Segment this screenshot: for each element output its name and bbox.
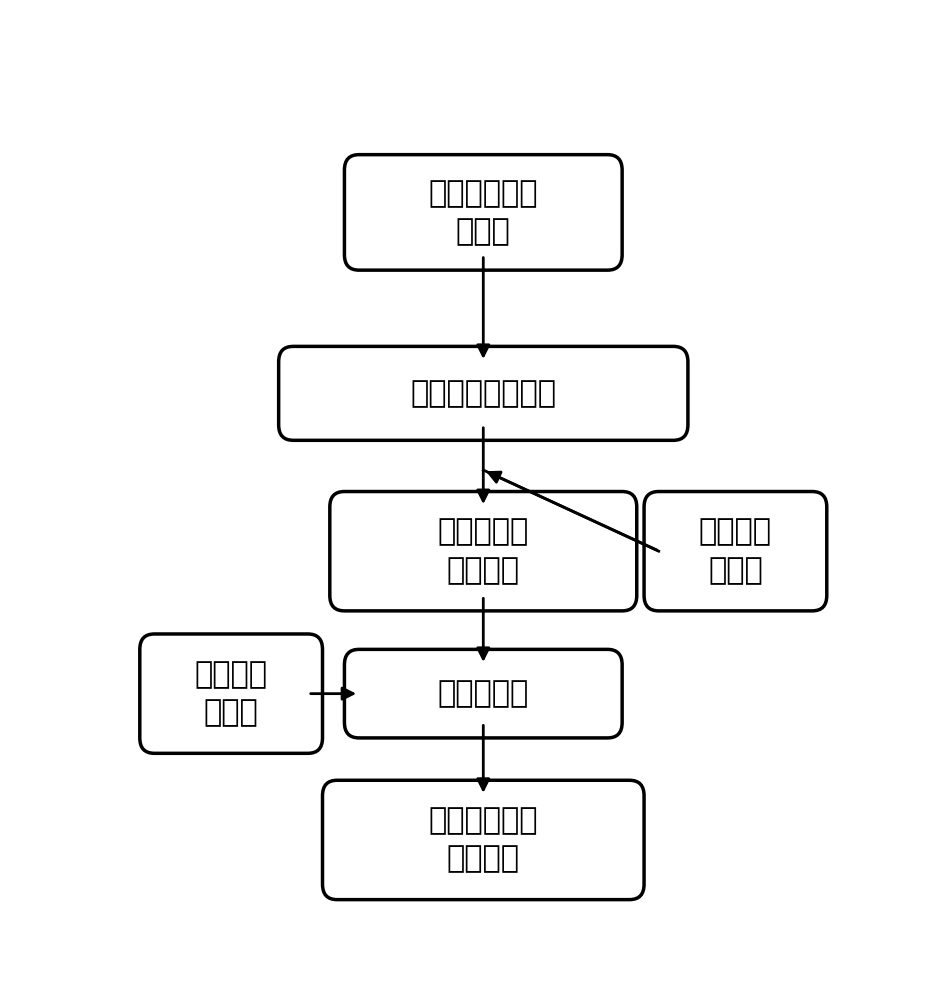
FancyBboxPatch shape — [323, 780, 644, 900]
FancyBboxPatch shape — [644, 492, 827, 611]
Text: 期望频率响应矩阵: 期望频率响应矩阵 — [410, 379, 556, 408]
FancyBboxPatch shape — [344, 649, 622, 738]
Text: 二维高斯
窗函数: 二维高斯 窗函数 — [699, 518, 772, 585]
Text: 时变电子密度
功率谱: 时变电子密度 功率谱 — [428, 179, 538, 246]
Text: 二维滤波器
幅频响应: 二维滤波器 幅频响应 — [438, 518, 529, 585]
Text: 径向时变电子
密度序列: 径向时变电子 密度序列 — [428, 806, 538, 874]
FancyBboxPatch shape — [330, 492, 637, 611]
FancyBboxPatch shape — [344, 155, 622, 270]
FancyBboxPatch shape — [140, 634, 323, 753]
Text: 二维高斯
白噪声: 二维高斯 白噪声 — [194, 660, 268, 727]
FancyBboxPatch shape — [279, 346, 688, 440]
Text: 二维滤波器: 二维滤波器 — [438, 679, 529, 708]
